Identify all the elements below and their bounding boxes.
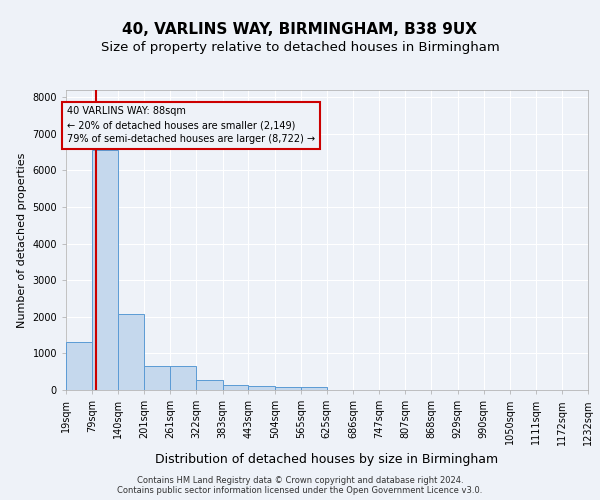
Text: Contains HM Land Registry data © Crown copyright and database right 2024.
Contai: Contains HM Land Registry data © Crown c… [118,476,482,495]
Text: 40 VARLINS WAY: 88sqm
← 20% of detached houses are smaller (2,149)
79% of semi-d: 40 VARLINS WAY: 88sqm ← 20% of detached … [67,106,316,144]
Text: 40, VARLINS WAY, BIRMINGHAM, B38 9UX: 40, VARLINS WAY, BIRMINGHAM, B38 9UX [122,22,478,38]
Text: Size of property relative to detached houses in Birmingham: Size of property relative to detached ho… [101,41,499,54]
Bar [92,150,118,390]
Bar [301,387,327,390]
Bar [196,380,223,390]
Y-axis label: Number of detached properties: Number of detached properties [17,152,27,328]
Bar [145,366,170,390]
Bar [66,342,92,390]
Bar [170,366,196,390]
Bar [275,387,301,390]
Bar [118,314,145,390]
Bar [223,385,248,390]
Bar [248,386,275,390]
X-axis label: Distribution of detached houses by size in Birmingham: Distribution of detached houses by size … [155,453,499,466]
